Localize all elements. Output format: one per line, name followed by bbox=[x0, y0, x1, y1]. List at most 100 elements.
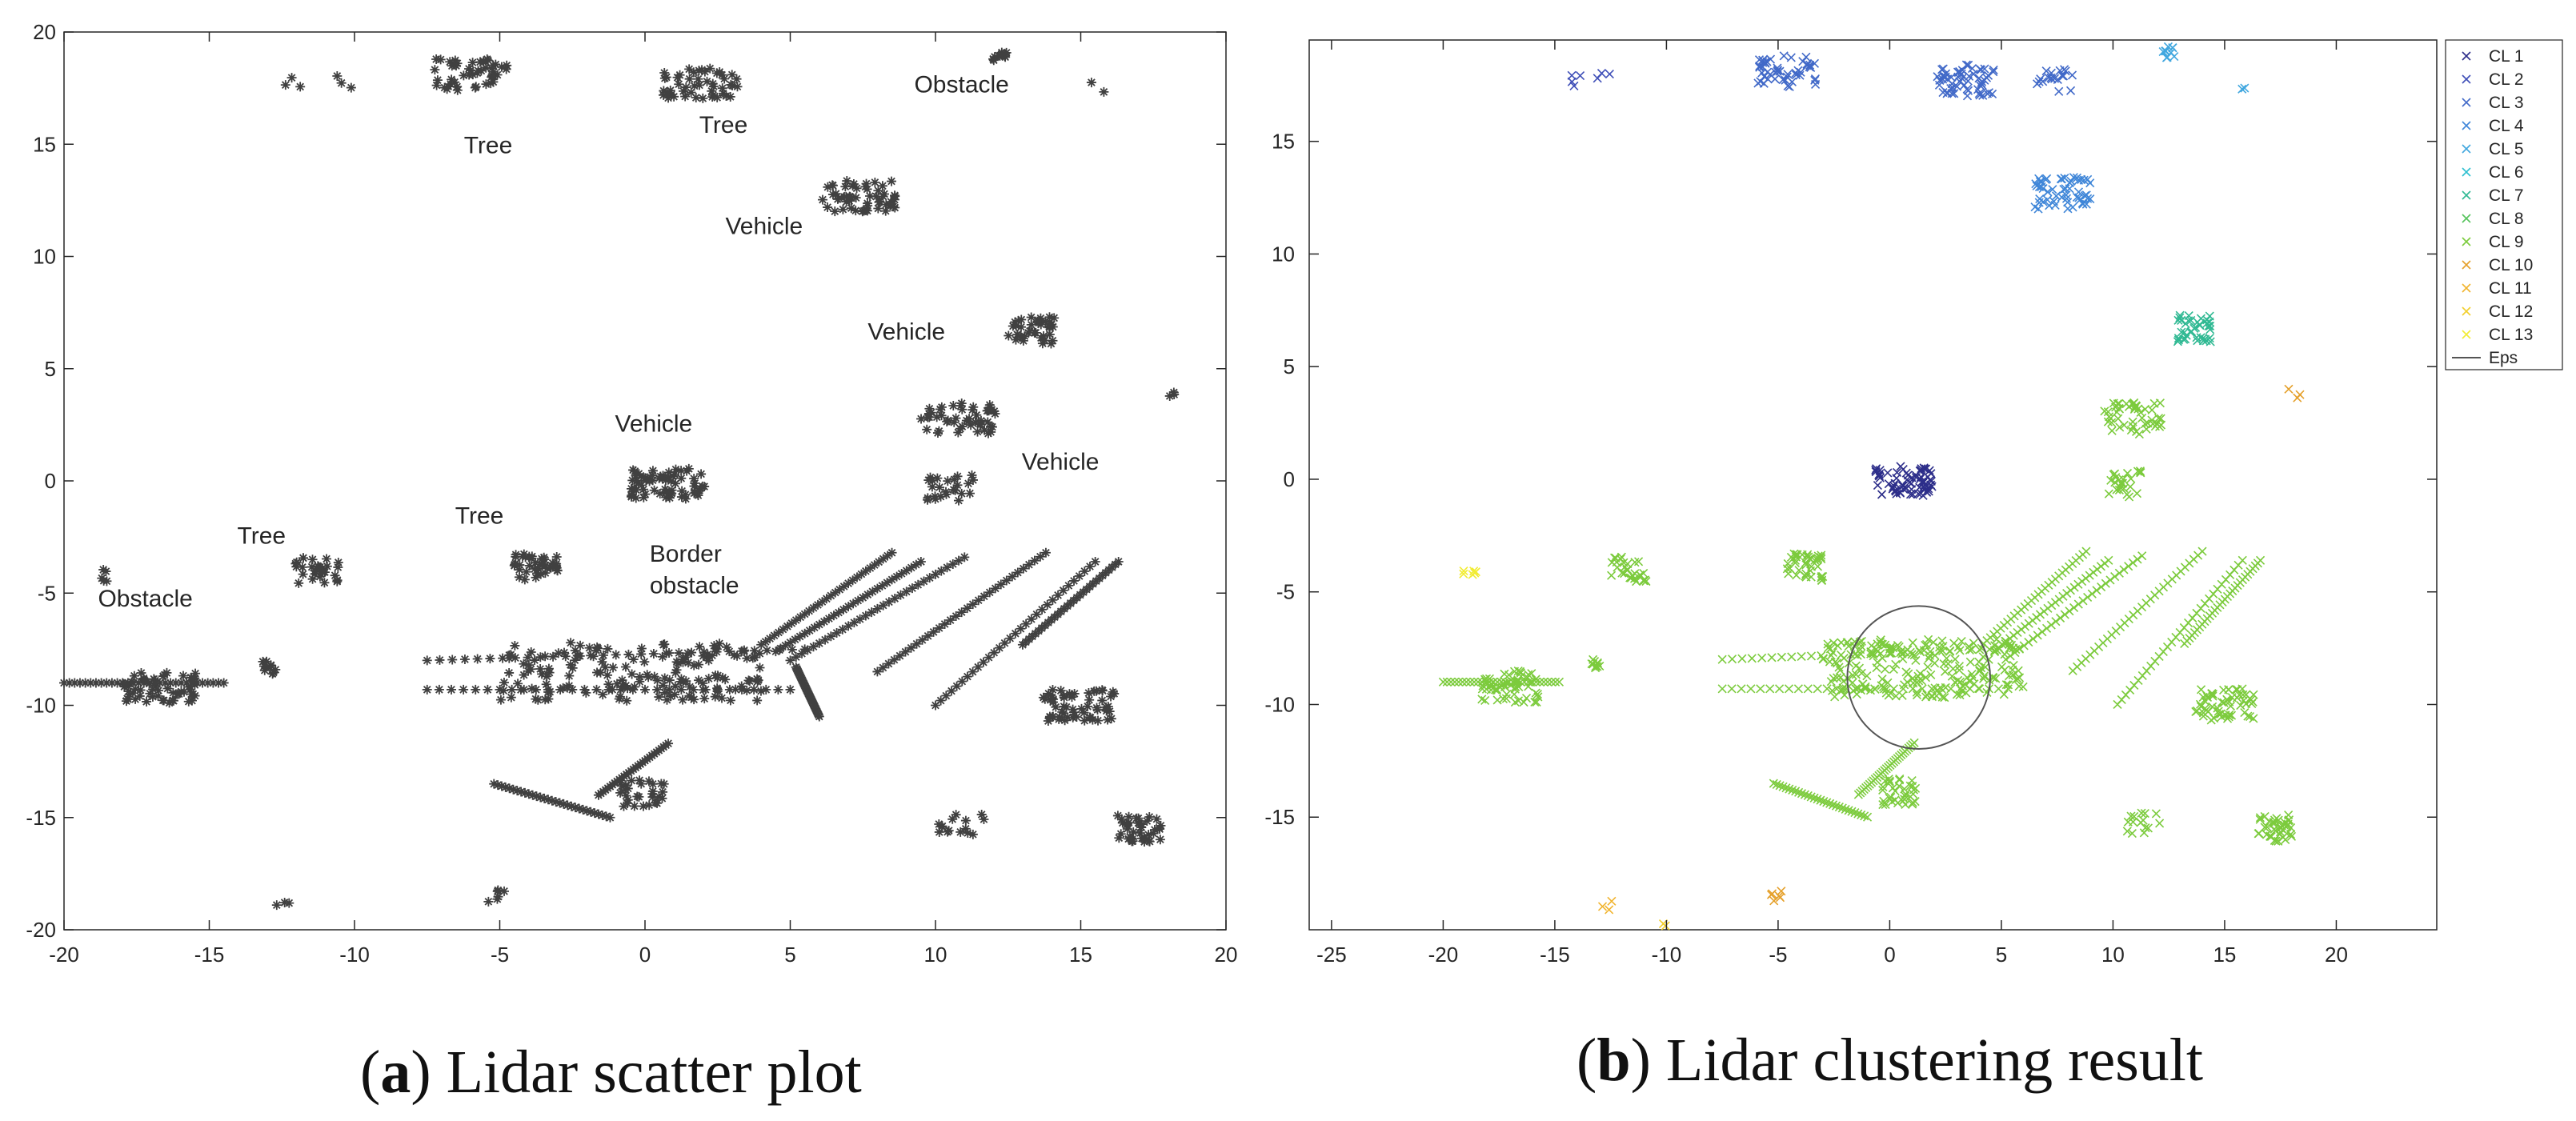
data-point bbox=[1459, 569, 1468, 579]
data-point bbox=[452, 58, 463, 69]
data-point bbox=[932, 428, 943, 438]
data-point bbox=[2166, 48, 2176, 58]
data-point bbox=[823, 202, 833, 213]
data-point bbox=[2113, 414, 2123, 423]
data-point bbox=[1857, 810, 1866, 819]
data-point bbox=[799, 644, 810, 655]
panel-a-points bbox=[59, 47, 1180, 911]
data-point bbox=[966, 420, 976, 430]
data-point bbox=[703, 649, 713, 659]
data-point bbox=[2204, 321, 2213, 330]
data-point bbox=[627, 775, 637, 786]
data-point bbox=[1834, 663, 1844, 672]
data-point bbox=[2024, 638, 2033, 647]
data-point bbox=[2122, 468, 2133, 478]
data-point bbox=[1509, 667, 1520, 676]
data-point bbox=[1870, 684, 1880, 694]
data-point bbox=[1921, 673, 1931, 683]
data-point bbox=[582, 806, 592, 816]
data-point bbox=[2034, 77, 2044, 86]
data-point bbox=[1908, 798, 1917, 807]
data-point bbox=[307, 574, 318, 584]
data-point bbox=[874, 557, 884, 567]
data-point bbox=[840, 182, 851, 192]
data-point bbox=[659, 779, 669, 789]
data-point bbox=[678, 695, 688, 705]
data-point bbox=[1835, 666, 1845, 675]
data-point bbox=[2042, 623, 2052, 633]
data-point bbox=[1790, 555, 1801, 565]
data-point bbox=[2155, 819, 2165, 828]
data-point bbox=[853, 595, 863, 606]
data-point bbox=[623, 683, 633, 694]
data-point bbox=[1067, 692, 1077, 703]
data-point bbox=[722, 642, 732, 652]
data-point bbox=[1099, 86, 1109, 97]
data-point bbox=[1822, 684, 1832, 694]
data-point bbox=[512, 786, 523, 796]
legend-label: CL 10 bbox=[2489, 256, 2533, 274]
data-point bbox=[939, 619, 950, 629]
data-point bbox=[2149, 398, 2159, 408]
data-point bbox=[1504, 677, 1514, 687]
data-point bbox=[1941, 654, 1952, 663]
data-point bbox=[1607, 571, 1617, 580]
data-point bbox=[1878, 785, 1888, 795]
data-point bbox=[1975, 90, 1985, 100]
data-point bbox=[2197, 546, 2207, 556]
data-point bbox=[886, 197, 896, 207]
data-point bbox=[1661, 921, 1670, 931]
data-point bbox=[1133, 813, 1144, 823]
data-point bbox=[1795, 70, 1805, 80]
data-point bbox=[535, 652, 546, 663]
data-point bbox=[642, 670, 652, 680]
data-point bbox=[1049, 313, 1060, 323]
data-point bbox=[990, 409, 1000, 419]
data-point bbox=[2003, 680, 2013, 690]
data-point bbox=[742, 653, 752, 663]
data-point bbox=[1837, 650, 1846, 660]
data-point bbox=[447, 655, 458, 665]
data-point bbox=[2051, 617, 2061, 627]
y-tick-label: -5 bbox=[38, 581, 56, 605]
data-point bbox=[294, 578, 304, 588]
data-point bbox=[129, 671, 139, 681]
data-point bbox=[2083, 592, 2093, 603]
data-point bbox=[984, 587, 995, 598]
data-point bbox=[1775, 893, 1785, 903]
data-point bbox=[762, 645, 772, 655]
data-point bbox=[601, 811, 611, 822]
data-point bbox=[712, 92, 723, 102]
data-point bbox=[570, 645, 580, 655]
data-point bbox=[98, 575, 109, 586]
data-point bbox=[1788, 785, 1797, 795]
data-point bbox=[760, 636, 771, 647]
data-point bbox=[1103, 715, 1113, 725]
data-point bbox=[954, 555, 964, 566]
data-point bbox=[828, 611, 839, 621]
data-point bbox=[675, 70, 685, 80]
data-point bbox=[664, 684, 675, 695]
data-point bbox=[943, 827, 953, 837]
data-point bbox=[668, 471, 679, 482]
data-point bbox=[639, 484, 649, 494]
data-point bbox=[959, 552, 970, 563]
data-point bbox=[2232, 693, 2242, 703]
data-point bbox=[1016, 314, 1027, 325]
data-point bbox=[1997, 662, 2007, 672]
data-point bbox=[1813, 795, 1822, 804]
data-point bbox=[2066, 86, 2076, 95]
data-point bbox=[983, 428, 993, 438]
data-point bbox=[1909, 738, 1919, 747]
data-point bbox=[1801, 558, 1810, 567]
legend-label: CL 11 bbox=[2489, 279, 2532, 298]
y-tick-label: -20 bbox=[26, 918, 56, 942]
data-point bbox=[1026, 614, 1036, 624]
data-point bbox=[432, 75, 443, 86]
data-point bbox=[657, 793, 667, 803]
eps-circle bbox=[1846, 605, 1991, 750]
data-point bbox=[2275, 830, 2285, 839]
y-tick-label: 15 bbox=[1272, 130, 1295, 154]
data-point bbox=[708, 81, 719, 91]
